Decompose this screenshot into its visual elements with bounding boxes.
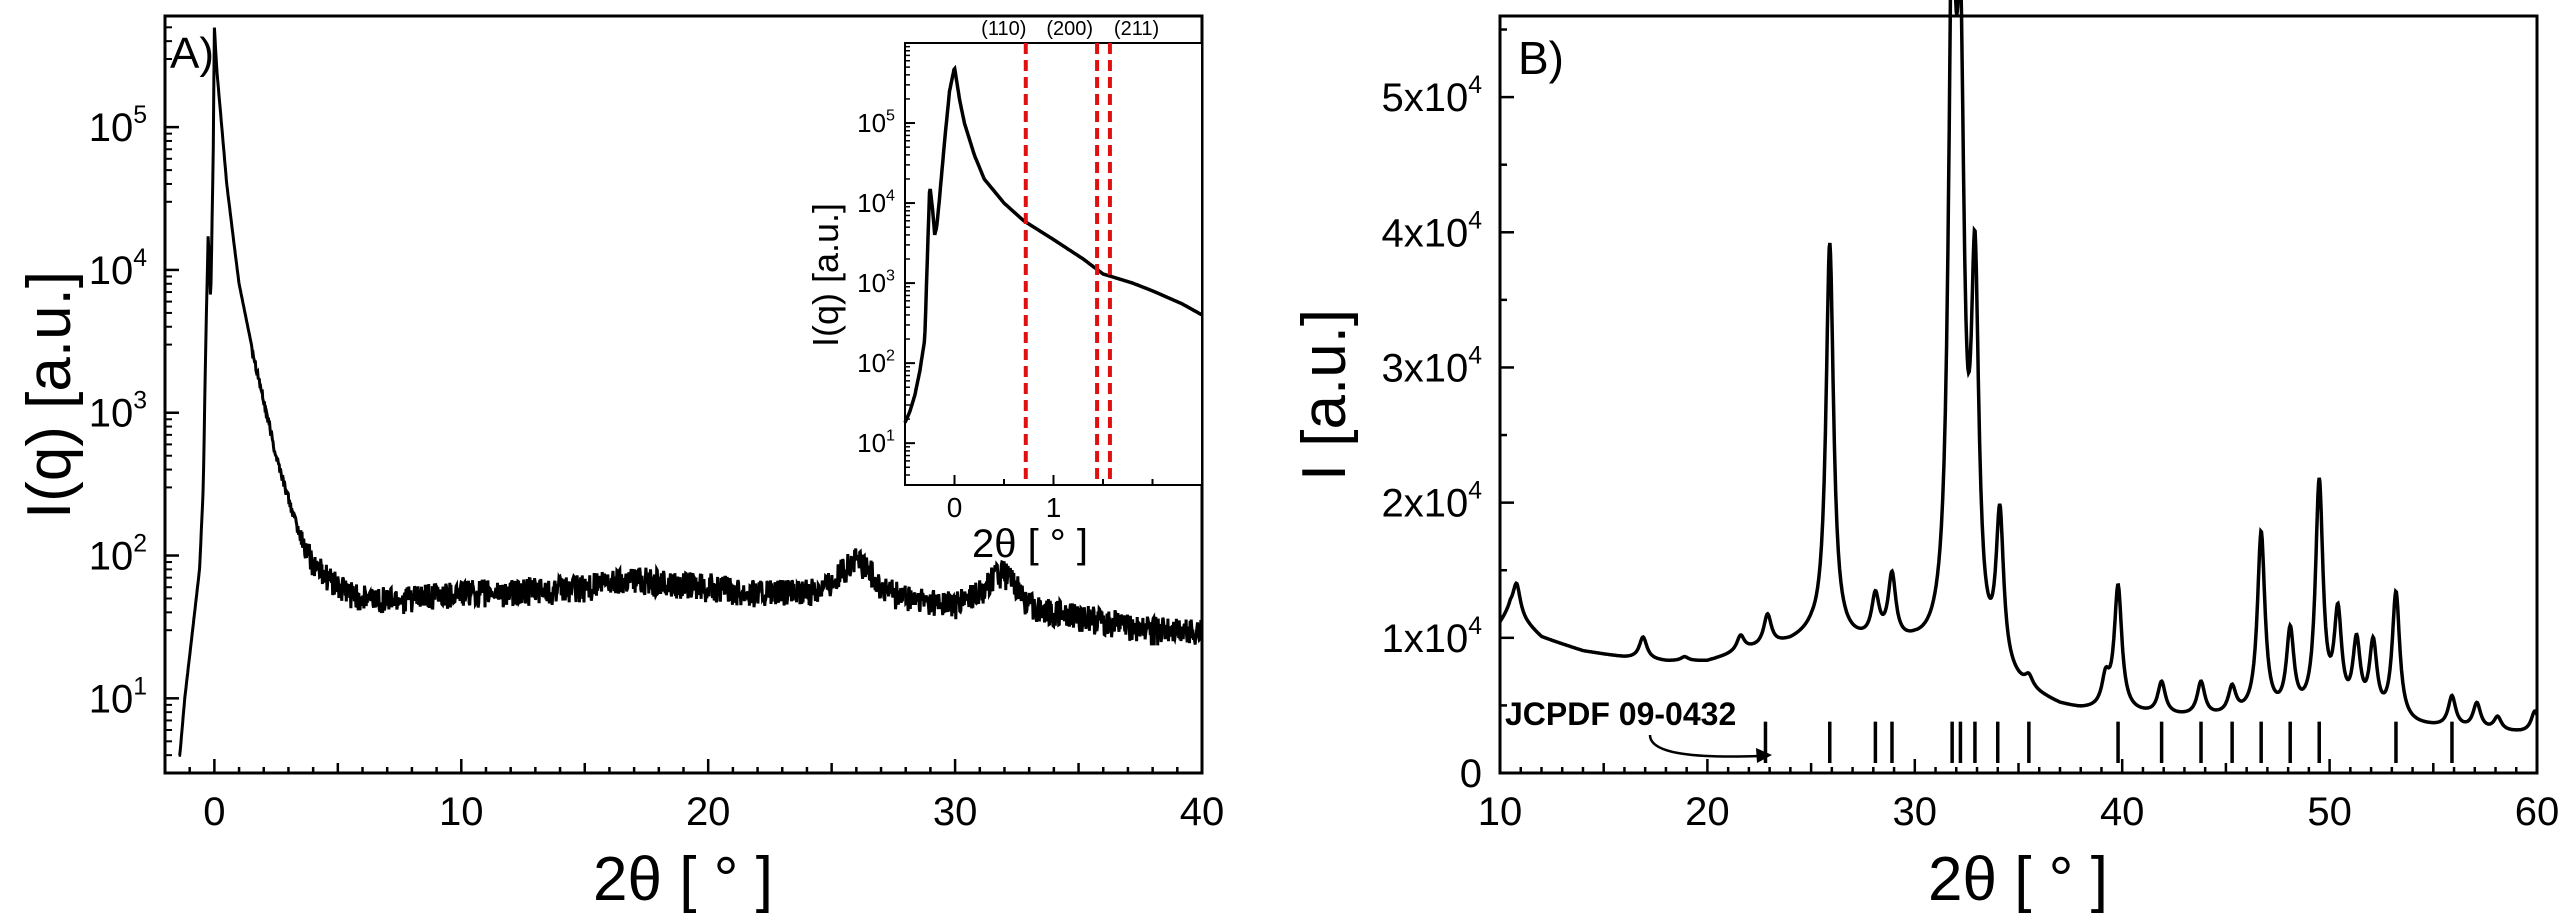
- panel-b-y-tick-label: 2x104: [1381, 478, 1482, 526]
- panel-b-y-tick-label: 3x104: [1381, 342, 1482, 390]
- inset-series-line: [903, 64, 1203, 424]
- inset-background: [905, 43, 1202, 485]
- panel-a-y-axis: 101 102 103 104 105: [89, 15, 179, 774]
- inset-reflection-label: (200): [1046, 18, 1093, 40]
- inset-y-tick-label: 104: [857, 186, 895, 218]
- panel-b-y-axis: 0 1x104 2x104 3x104 4x104 5x104: [1381, 28, 1514, 796]
- panel-a-y-tick-label: 102: [89, 531, 147, 579]
- panel-b: 10 20 30 40 50 60 01x1042x1043x1044x1045x104 …: [1290, 0, 2559, 914]
- reference-pattern: [1763, 721, 2454, 763]
- reference-arrowhead: [1756, 748, 1772, 763]
- inset-y-tick-label: 101: [857, 426, 895, 458]
- panel-a-x-tick-label: 30: [933, 790, 978, 834]
- inset-x-tick-label: 0: [947, 492, 963, 523]
- panel-a-y-tick-label: 101: [89, 673, 147, 721]
- panel-b-y-tick-label: 1x104: [1381, 613, 1482, 661]
- panel-b-x-axis: 10 20 30 40 50 60: [1478, 759, 2560, 834]
- panel-a-label: A): [170, 29, 214, 78]
- panel-b-x-tick-label: 10: [1478, 790, 1523, 834]
- panel-a-y-axis-title: I(q) [a.u.]: [15, 271, 84, 519]
- reference-label: JCPDF 09-0432: [1505, 696, 1736, 732]
- inset-y-axis: 101 102 103 104 105: [857, 45, 915, 486]
- panel-b-y-tick-label: 5x104: [1381, 72, 1482, 120]
- inset-y-tick-label: 105: [857, 106, 895, 138]
- panel-b-series-line: [1498, 0, 2539, 732]
- panel-a-series-line: [178, 27, 1204, 757]
- panel-a-x-tick-label: 20: [686, 790, 731, 834]
- panel-b-x-tick-label: 30: [1893, 790, 1938, 834]
- panel-b-data-layer: [1498, 0, 2539, 732]
- panel-b-x-tick-label: 50: [2307, 790, 2352, 834]
- inset-y-tick-label: 102: [857, 346, 895, 378]
- panel-a-y-tick-label: 105: [89, 102, 147, 150]
- panel-a-y-tick-label: 104: [89, 245, 148, 293]
- inset-data-layer: [903, 64, 1203, 424]
- panel-a-data-layer: [178, 27, 1204, 757]
- inset-y-tick-label: 103: [857, 266, 895, 298]
- panel-b-x-axis-title: 2θ [ ° ]: [1928, 845, 2108, 914]
- panel-a-x-axis-title: 2θ [ ° ]: [593, 845, 773, 914]
- panel-b-frame: [1498, 14, 2539, 775]
- inset-x-tick-label: 1: [1046, 492, 1062, 523]
- panel-b-x-tick-label: 40: [2100, 790, 2145, 834]
- panel-b-y-tick-label: 0: [1460, 752, 1482, 796]
- panel-b-x-tick-label: 60: [2515, 790, 2560, 834]
- panel-b-y-tick-label: 4x104: [1381, 207, 1482, 255]
- inset-x-axis-title: 2θ [ ° ]: [972, 522, 1088, 566]
- panel-b-y-axis-title: I [a.u.]: [1290, 309, 1359, 481]
- panel-a-y-tick-label: 103: [89, 388, 147, 436]
- panel-b-label: B): [1518, 32, 1564, 84]
- inset-reflection-label: (211): [1114, 18, 1159, 40]
- inset-reflections: (110) (200) (211): [981, 18, 1159, 485]
- panel-b-x-tick-label: 20: [1685, 790, 1730, 834]
- panel-a-x-tick-label: 10: [439, 790, 484, 834]
- panel-a-x-tick-label: 0: [203, 790, 225, 834]
- inset-y-axis-title: I(q) [a.u.]: [805, 203, 846, 347]
- panel-a-x-axis: 0 10 20 30 40: [163, 759, 1225, 834]
- reference-arrow: [1648, 734, 1761, 758]
- panel-a-x-tick-label: 40: [1180, 790, 1225, 834]
- inset-reflection-label: (110): [981, 18, 1026, 40]
